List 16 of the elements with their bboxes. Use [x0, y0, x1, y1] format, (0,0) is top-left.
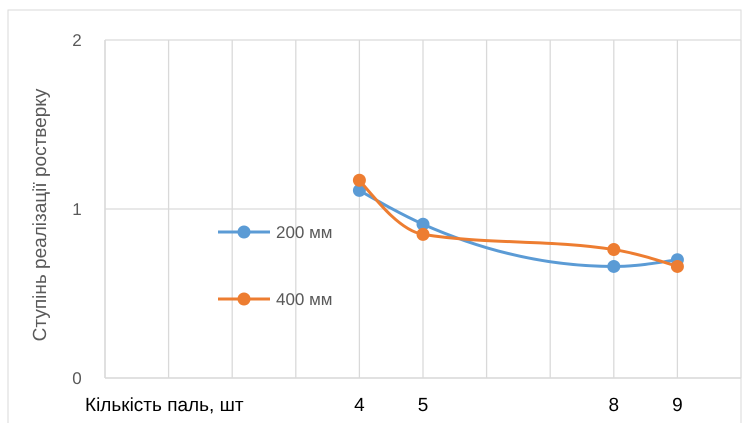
- y-tick-label: 1: [72, 200, 82, 219]
- y-tick-label: 2: [72, 30, 82, 50]
- legend-label: 400 мм: [276, 290, 332, 309]
- x-tick-label: 5: [418, 395, 428, 416]
- x-tick-label: 8: [608, 395, 620, 416]
- legend-label: 200 мм: [276, 222, 332, 242]
- point: [670, 260, 684, 273]
- point: [352, 174, 366, 187]
- point: [607, 260, 620, 273]
- y-axis-title: Ступінь реалізації ростверку: [30, 88, 51, 342]
- x-tick-label: 4: [354, 395, 366, 416]
- point: [607, 243, 620, 256]
- x-axis-title: Кількість паль, шт: [85, 395, 244, 416]
- x-tick-label: 9: [672, 395, 683, 416]
- point: [416, 228, 430, 241]
- y-tick-label: 0: [72, 368, 82, 388]
